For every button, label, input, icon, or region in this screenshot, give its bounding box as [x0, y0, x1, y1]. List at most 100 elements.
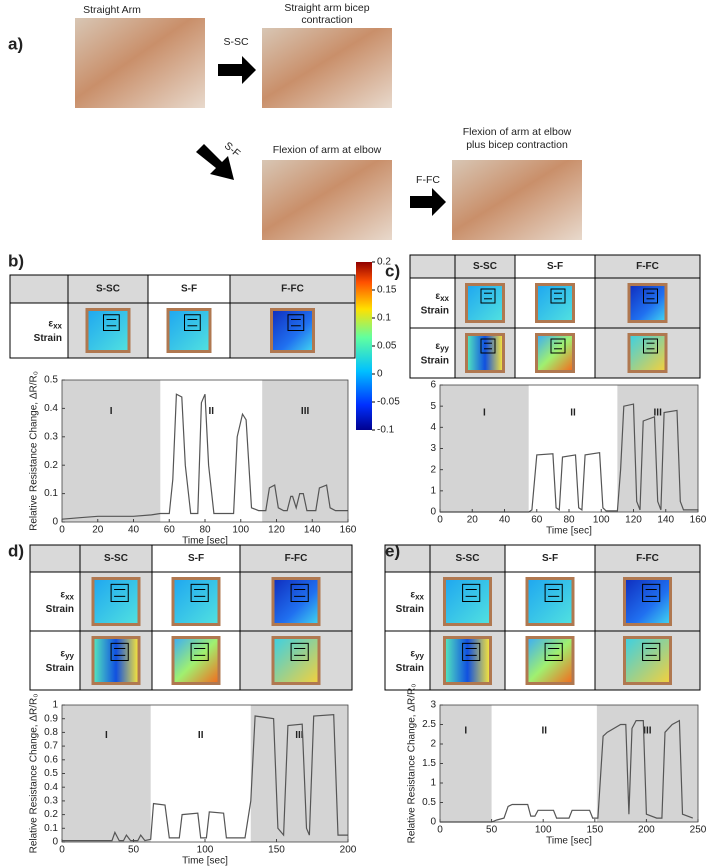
- x-tick-label: 60: [164, 525, 176, 536]
- row-header: εxx: [410, 589, 424, 601]
- y-axis-label: Relative Resistance Change, ΔR/R₀: [407, 684, 418, 844]
- data-line: [440, 719, 694, 823]
- strain-symbol: ε: [60, 648, 65, 659]
- panel-label: c): [385, 261, 400, 280]
- x-tick-label: 120: [625, 515, 642, 526]
- y-tick-label: 0.7: [44, 741, 58, 752]
- x-tick-label: 120: [268, 525, 285, 536]
- table-cell: [504, 544, 596, 573]
- y-tick-label: 0: [52, 517, 58, 528]
- region-shade: [440, 705, 492, 822]
- column-header: S-F: [188, 553, 204, 564]
- y-tick-label: 0.2: [44, 460, 58, 471]
- row-header: εxx: [48, 318, 62, 330]
- table-cell: [29, 630, 81, 691]
- x-tick-label: 200: [340, 845, 357, 856]
- arrow: [218, 56, 256, 84]
- row-header: εxx: [60, 589, 74, 601]
- row-header: Strain: [396, 604, 424, 615]
- gauge-box: [184, 314, 201, 331]
- region-shade: [250, 705, 348, 842]
- column-header: F-FC: [285, 553, 308, 564]
- gauge-box: [462, 642, 481, 661]
- colorbar-tick-label: -0.1: [377, 425, 395, 436]
- data-line: [61, 393, 348, 520]
- row-header: εyy: [435, 341, 449, 353]
- x-tick-label: 0: [437, 825, 443, 836]
- row-header: Strain: [421, 306, 449, 317]
- x-tick-label: 50: [128, 845, 140, 856]
- colorbar-tick-label: 0.05: [377, 341, 397, 352]
- x-tick-label: 20: [467, 515, 479, 526]
- row-header: Strain: [421, 356, 449, 367]
- gauge-box: [287, 314, 305, 331]
- strain-subscript: xx: [440, 294, 449, 303]
- gauge-box: [110, 642, 129, 661]
- table-cell: [229, 274, 356, 304]
- region-label: I: [110, 406, 113, 417]
- table-cell: [429, 544, 506, 573]
- x-tick-label: 160: [690, 515, 707, 526]
- region-label: II: [541, 725, 547, 736]
- column-header: S-F: [181, 284, 197, 295]
- y-tick-label: 1: [430, 485, 436, 496]
- column-header: F-FC: [636, 553, 659, 564]
- x-axis-label: Time [sec]: [182, 856, 228, 867]
- table-cell: [384, 630, 431, 691]
- photo-caption: Flexion of arm at elbow: [273, 144, 382, 156]
- y-tick-label: 0.9: [44, 713, 58, 724]
- gauge-box: [290, 583, 309, 602]
- x-tick-label: 140: [304, 525, 321, 536]
- x-tick-label: 100: [593, 515, 610, 526]
- strain-symbol: ε: [410, 648, 415, 659]
- y-tick-label: 1: [52, 700, 58, 711]
- y-tick-label: 0.5: [44, 768, 58, 779]
- y-tick-label: 5: [430, 401, 436, 412]
- x-tick-label: 40: [499, 515, 511, 526]
- column-header: S-SC: [473, 261, 497, 272]
- region-shade: [62, 705, 151, 842]
- x-tick-label: 0: [59, 845, 65, 856]
- y-tick-label: 0: [430, 817, 436, 828]
- y-tick-label: 0.4: [44, 403, 58, 414]
- y-tick-label: 4: [430, 422, 436, 433]
- y-tick-label: 2.5: [422, 719, 436, 730]
- arrow: [196, 144, 234, 180]
- y-tick-label: 0.3: [44, 796, 58, 807]
- x-axis-label: Time [sec]: [546, 836, 592, 847]
- strain-subscript: xx: [53, 322, 62, 331]
- gauge-box: [643, 338, 658, 354]
- gauge-box: [462, 583, 481, 602]
- row-header: Strain: [46, 604, 74, 615]
- arrow-label: F-FC: [416, 174, 440, 186]
- gauge-box: [642, 642, 661, 661]
- region-shade: [596, 705, 698, 822]
- strain-symbol: ε: [435, 291, 440, 302]
- region-shade: [62, 380, 161, 522]
- column-header: F-FC: [636, 261, 659, 272]
- table-cell: [239, 544, 353, 573]
- region-label: I: [483, 408, 486, 419]
- gauge-box: [544, 583, 563, 602]
- region-label: I: [105, 730, 108, 741]
- column-header: S-SC: [96, 284, 120, 295]
- strain-symbol: ε: [435, 341, 440, 352]
- panel-label: b): [8, 251, 24, 270]
- column-header: F-FC: [281, 284, 304, 295]
- x-tick-label: 150: [268, 845, 285, 856]
- strain-symbol: ε: [48, 318, 53, 329]
- strain-subscript: xx: [65, 593, 74, 602]
- table-cell: [29, 544, 81, 573]
- table-cell: [409, 327, 456, 379]
- colorbar: [356, 262, 372, 430]
- photo: [452, 160, 582, 240]
- table-cell: [9, 274, 69, 304]
- gauge-box: [110, 583, 129, 602]
- y-tick-label: 0.1: [44, 488, 58, 499]
- y-tick-label: 0.3: [44, 431, 58, 442]
- table-cell: [409, 277, 456, 329]
- region-label: III: [295, 730, 304, 741]
- y-axis-label: Relative Resistance Change, ΔR/R₀: [29, 371, 40, 531]
- x-tick-label: 50: [486, 825, 498, 836]
- colorbar-tick-label: 0.2: [377, 257, 391, 268]
